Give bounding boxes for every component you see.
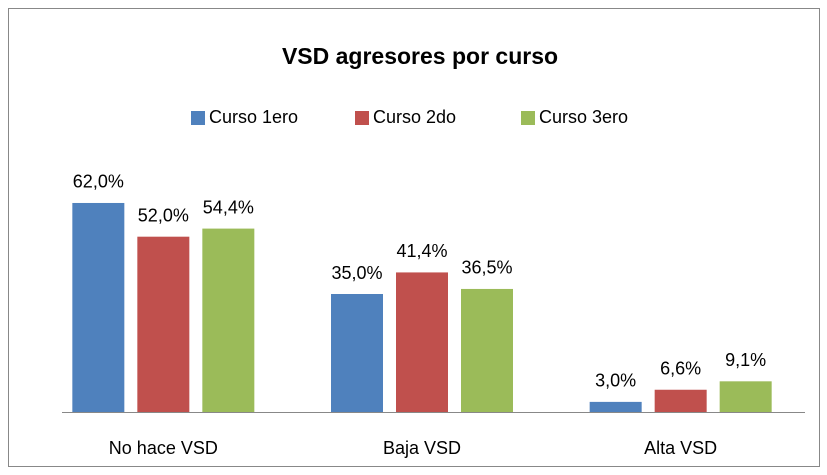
chart-title: VSD agresores por curso — [282, 43, 558, 69]
value-label: 41,4% — [396, 241, 447, 261]
value-label: 52,0% — [138, 205, 189, 225]
bar — [137, 236, 190, 412]
legend-swatch — [521, 111, 535, 125]
legend-label: Curso 2do — [373, 107, 456, 127]
value-label: 36,5% — [461, 258, 512, 278]
value-label: 62,0% — [73, 172, 124, 192]
bar — [202, 228, 255, 412]
x-tick-label: Baja VSD — [383, 438, 461, 458]
x-tick-label: Alta VSD — [644, 438, 717, 458]
x-tick-label: No hace VSD — [109, 438, 218, 458]
value-label: 54,4% — [203, 197, 254, 217]
value-label: 9,1% — [725, 350, 766, 370]
legend-swatch — [191, 111, 205, 125]
legend-label: Curso 1ero — [209, 107, 298, 127]
bar — [461, 288, 513, 412]
bar — [719, 381, 772, 412]
bar — [654, 389, 707, 412]
bar — [72, 202, 125, 412]
legend-label: Curso 3ero — [539, 107, 628, 127]
bar — [331, 294, 383, 412]
legend-swatch — [355, 111, 369, 125]
value-label: 35,0% — [331, 263, 382, 283]
value-label: 6,6% — [660, 358, 701, 378]
value-label: 3,0% — [595, 371, 636, 391]
bar — [396, 272, 448, 412]
bar — [589, 401, 642, 412]
